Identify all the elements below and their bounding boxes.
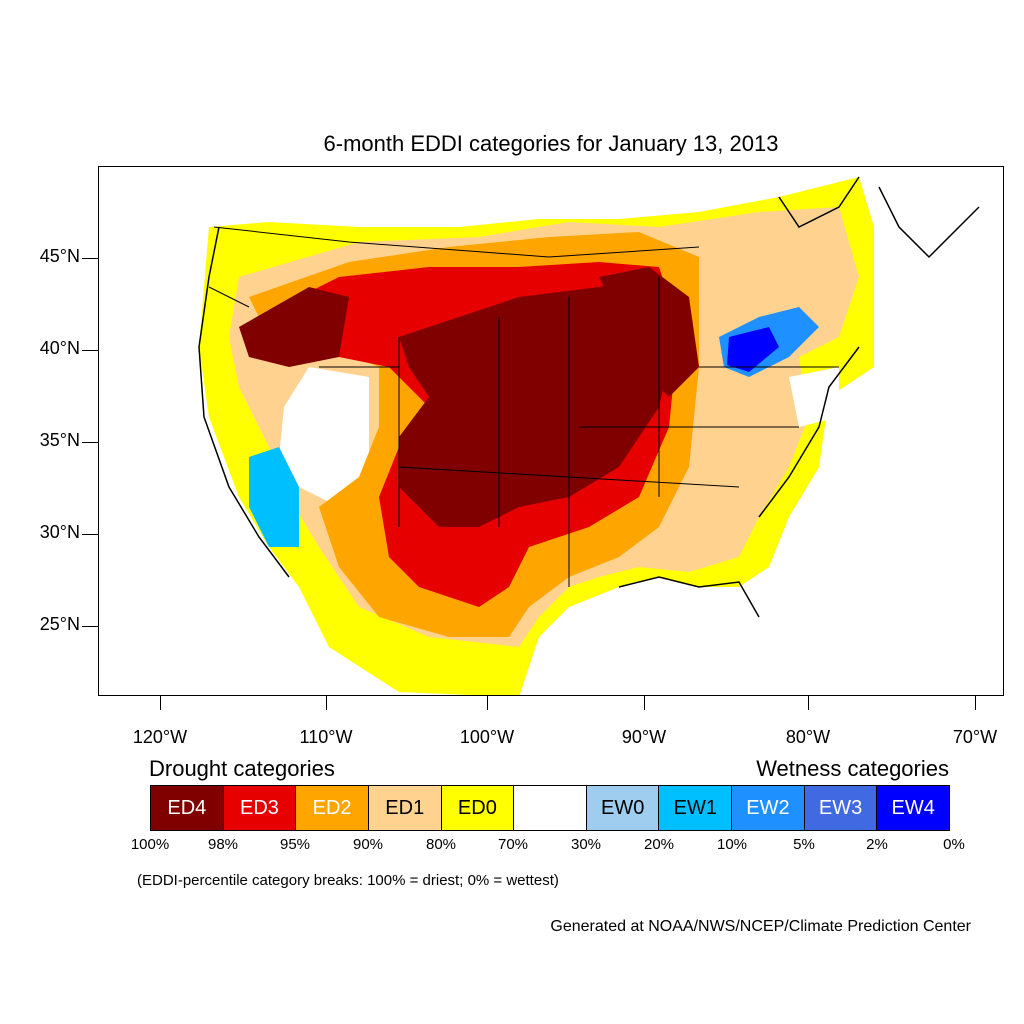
lat-label-40: 40°N [39,338,80,358]
break-label: 0% [943,836,965,853]
map-title: 6-month EDDI categories for January 13, … [323,131,779,156]
break-label: 5% [793,836,815,853]
lat-label-45: 45°N [39,246,80,266]
break-label: 10% [716,836,748,853]
break-label: 30% [570,836,602,853]
lon-label-110: 110°W [299,727,353,747]
map-panel [98,166,1004,696]
swatch-ew4: EW4 [877,786,950,830]
lon-tick [644,696,645,710]
swatch-ed3: ED3 [223,786,297,830]
lon-tick [487,696,488,710]
map-region-normal-ne [789,367,839,427]
map-border-outline [208,226,839,587]
swatch-ew3: EW3 [804,786,878,830]
swatch-ed0: ED0 [441,786,515,830]
map-region-normal-west [279,367,369,507]
lat-tick [82,258,98,259]
break-label: 80% [425,836,457,853]
lon-tick [975,696,976,710]
break-label: 70% [497,836,529,853]
lat-label-25: 25°N [39,614,80,634]
swatch-ew0: EW0 [586,786,660,830]
lon-label-90: 90°W [621,727,667,747]
lon-label-70: 70°W [952,727,998,747]
category-colorbar: ED4 ED3 ED2 ED1 ED0 EW0 EW1 EW2 EW3 EW4 [150,785,950,831]
eddi-map [198,176,980,695]
swatch-ew2: EW2 [732,786,805,830]
break-label: 100% [130,836,170,853]
wetness-categories-label: Wetness categories [756,756,949,781]
lat-label-30: 30°N [39,522,80,542]
lat-tick [82,534,98,535]
source-credit: Generated at NOAA/NWS/NCEP/Climate Predi… [550,918,971,935]
lon-label-100: 100°W [459,727,515,747]
lon-label-80: 80°W [785,727,831,747]
lon-tick [326,696,327,710]
map-region-ed4-west [239,287,349,367]
lat-tick [82,350,98,351]
lat-label-35: 35°N [39,430,80,450]
category-breaks-note: (EDDI-percentile category breaks: 100% =… [137,872,559,889]
lon-label-120: 120°W [132,727,188,747]
map-region-wet-lake-ontario [727,327,779,372]
break-label: 98% [207,836,239,853]
lat-tick [82,626,98,627]
lon-tick [808,696,809,710]
swatch-ew1: EW1 [659,786,733,830]
swatch-normal [514,786,587,830]
map-region-ed4-lakes [599,267,699,397]
break-label: 95% [279,836,311,853]
drought-categories-label: Drought categories [149,756,335,781]
lat-tick [82,442,98,443]
swatch-ed4: ED4 [151,786,224,830]
swatch-ed2: ED2 [296,786,369,830]
break-label: 2% [866,836,888,853]
lon-tick [160,696,161,710]
break-label: 90% [352,836,384,853]
map-region-wet-west [249,447,299,547]
break-label: 20% [643,836,675,853]
swatch-ed1: ED1 [368,786,442,830]
map-coastline [198,176,980,618]
map-region-ed4-central [399,277,679,527]
